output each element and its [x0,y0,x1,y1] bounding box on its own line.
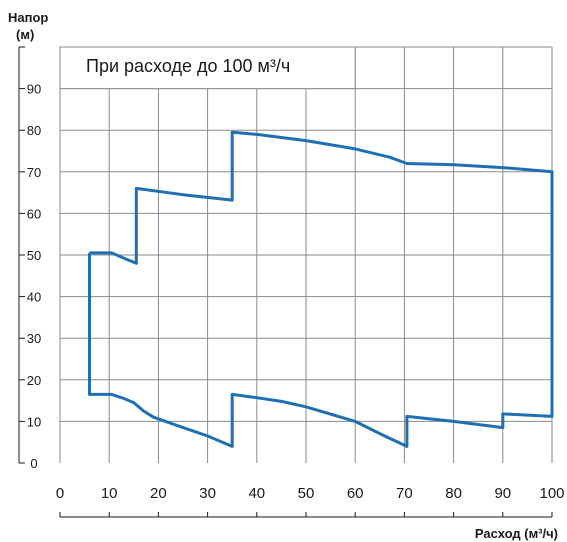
y-tick-label: 10 [27,414,41,429]
operating-range-outline [88,130,554,448]
y-tick-label: 80 [27,123,41,138]
y-tick-label: 0 [30,456,37,471]
x-tick-label: 50 [298,485,315,502]
y-tick-label: 60 [27,206,41,221]
y-tick-label: 20 [27,373,41,388]
y-tick-label: 40 [27,290,41,305]
x-tick-label: 10 [101,485,118,502]
x-axis: 0 10 20 30 40 50 60 70 80 90 100 [56,485,565,518]
x-tick-label: 70 [396,485,413,502]
x-tick-label: 40 [248,485,265,502]
y-tick-label: 50 [27,248,41,263]
chart-title: При расходе до 100 м³/ч [86,56,290,76]
title-box [59,46,356,90]
y-axis-label-line2: (м) [16,27,34,42]
y-axis: 0 10 20 30 40 50 60 70 80 90 [18,46,41,471]
x-tick-label: 60 [347,485,364,502]
x-tick-label: 100 [539,485,564,502]
x-tick-label: 0 [56,485,64,502]
x-axis-label: Расход (м³/ч) [475,526,558,541]
x-tick-label: 20 [150,485,167,502]
grid [59,46,553,463]
y-tick-label: 90 [27,82,41,97]
y-tick-label: 30 [27,331,41,346]
series-layer [88,130,554,448]
y-axis-label-line1: Напор [8,10,48,25]
x-tick-label: 80 [445,485,462,502]
x-tick-label: 30 [199,485,216,502]
x-tick-label: 90 [494,485,511,502]
y-tick-label: 70 [27,165,41,180]
